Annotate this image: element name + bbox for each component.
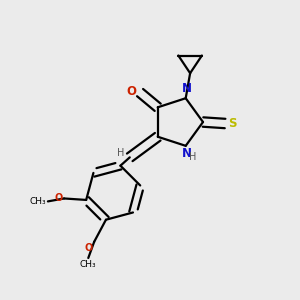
Text: O: O	[54, 193, 63, 202]
Text: N: N	[182, 147, 192, 160]
Text: N: N	[182, 82, 192, 95]
Text: O: O	[127, 85, 136, 98]
Text: O: O	[85, 243, 93, 253]
Text: H: H	[117, 148, 124, 158]
Text: H: H	[189, 152, 197, 162]
Text: CH₃: CH₃	[80, 260, 97, 269]
Text: S: S	[229, 117, 237, 130]
Text: CH₃: CH₃	[30, 197, 46, 206]
